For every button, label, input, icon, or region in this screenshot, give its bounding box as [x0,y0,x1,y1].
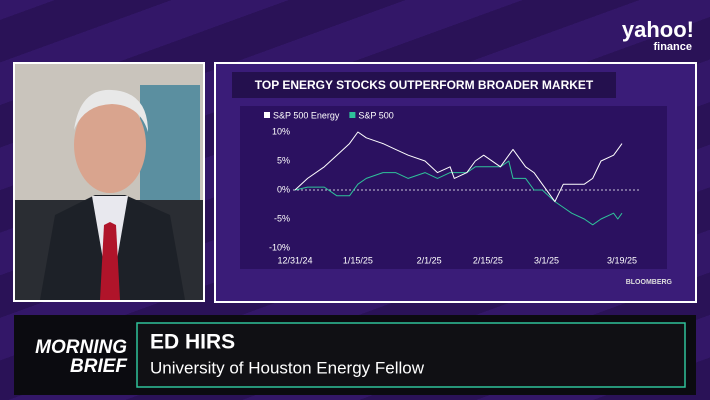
series-line [294,131,623,203]
source: BLOOMBERG [626,279,673,286]
legend-swatch [264,112,270,118]
legend-swatch [349,112,356,118]
series-line [294,160,623,226]
y-tick-label: 10% [272,126,290,136]
logo-sub: finance [653,41,692,53]
legend-label: S&P 500 Energy [273,110,340,120]
title-bar [232,72,616,98]
chart-title: TOP ENERGY STOCKS OUTPERFORM BROADER MAR… [255,78,594,92]
y-tick-label: -10% [269,242,290,252]
x-tick-label: 2/1/25 [417,255,442,265]
x-tick-label: 3/19/25 [607,255,637,265]
head [74,97,146,193]
guest-title: University of Houston Energy Fellow [150,358,425,377]
tie [100,222,120,300]
chart: -10% -5% 0% 5% 10% 12/31/24 1/15/25 2/1/25 2/15/… [264,110,640,265]
y-tick-label: 5% [277,155,290,165]
x-tick-label: 12/31/24 [277,255,312,265]
guest-name: ED HIRS [150,331,235,354]
show-line2: BRIEF [70,356,128,377]
y-tick-label: 0% [277,184,290,194]
hair [74,89,148,132]
x-tick-label: 3/1/25 [534,255,559,265]
legend-label: S&P 500 [358,110,393,120]
show-line1: MORNING [35,337,127,358]
logo: yahoo! [622,17,694,42]
name-box [136,322,686,388]
y-tick-label: -5% [274,213,290,223]
painting [140,85,200,205]
x-tick-label: 2/15/25 [473,255,503,265]
x-tick-label: 1/15/25 [343,255,373,265]
